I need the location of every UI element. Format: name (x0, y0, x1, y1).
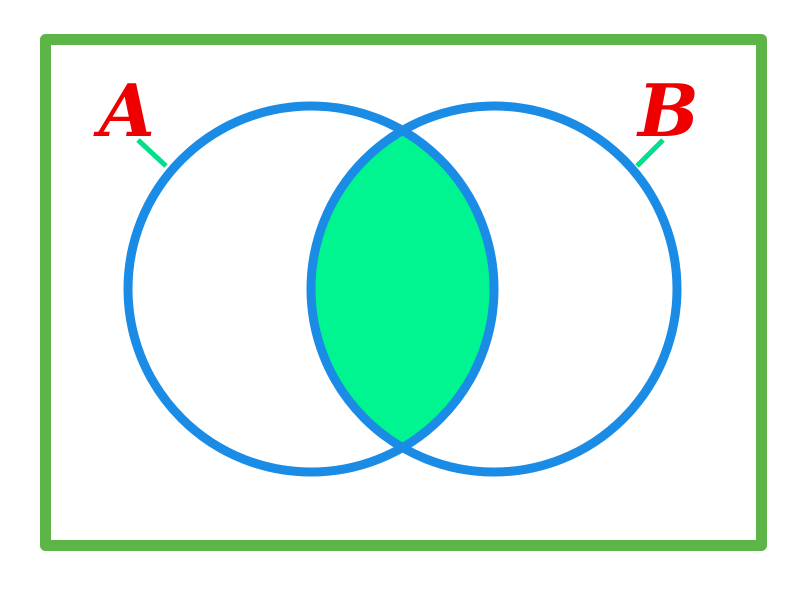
set-a-circle (123, 101, 499, 477)
set-b-label: B (636, 68, 699, 153)
set-b-circle (306, 101, 682, 477)
set-a-label: A (93, 68, 155, 153)
set-b-leader-line (635, 138, 665, 168)
set-a-leader-line (136, 138, 168, 168)
intersection-region (311, 106, 494, 472)
